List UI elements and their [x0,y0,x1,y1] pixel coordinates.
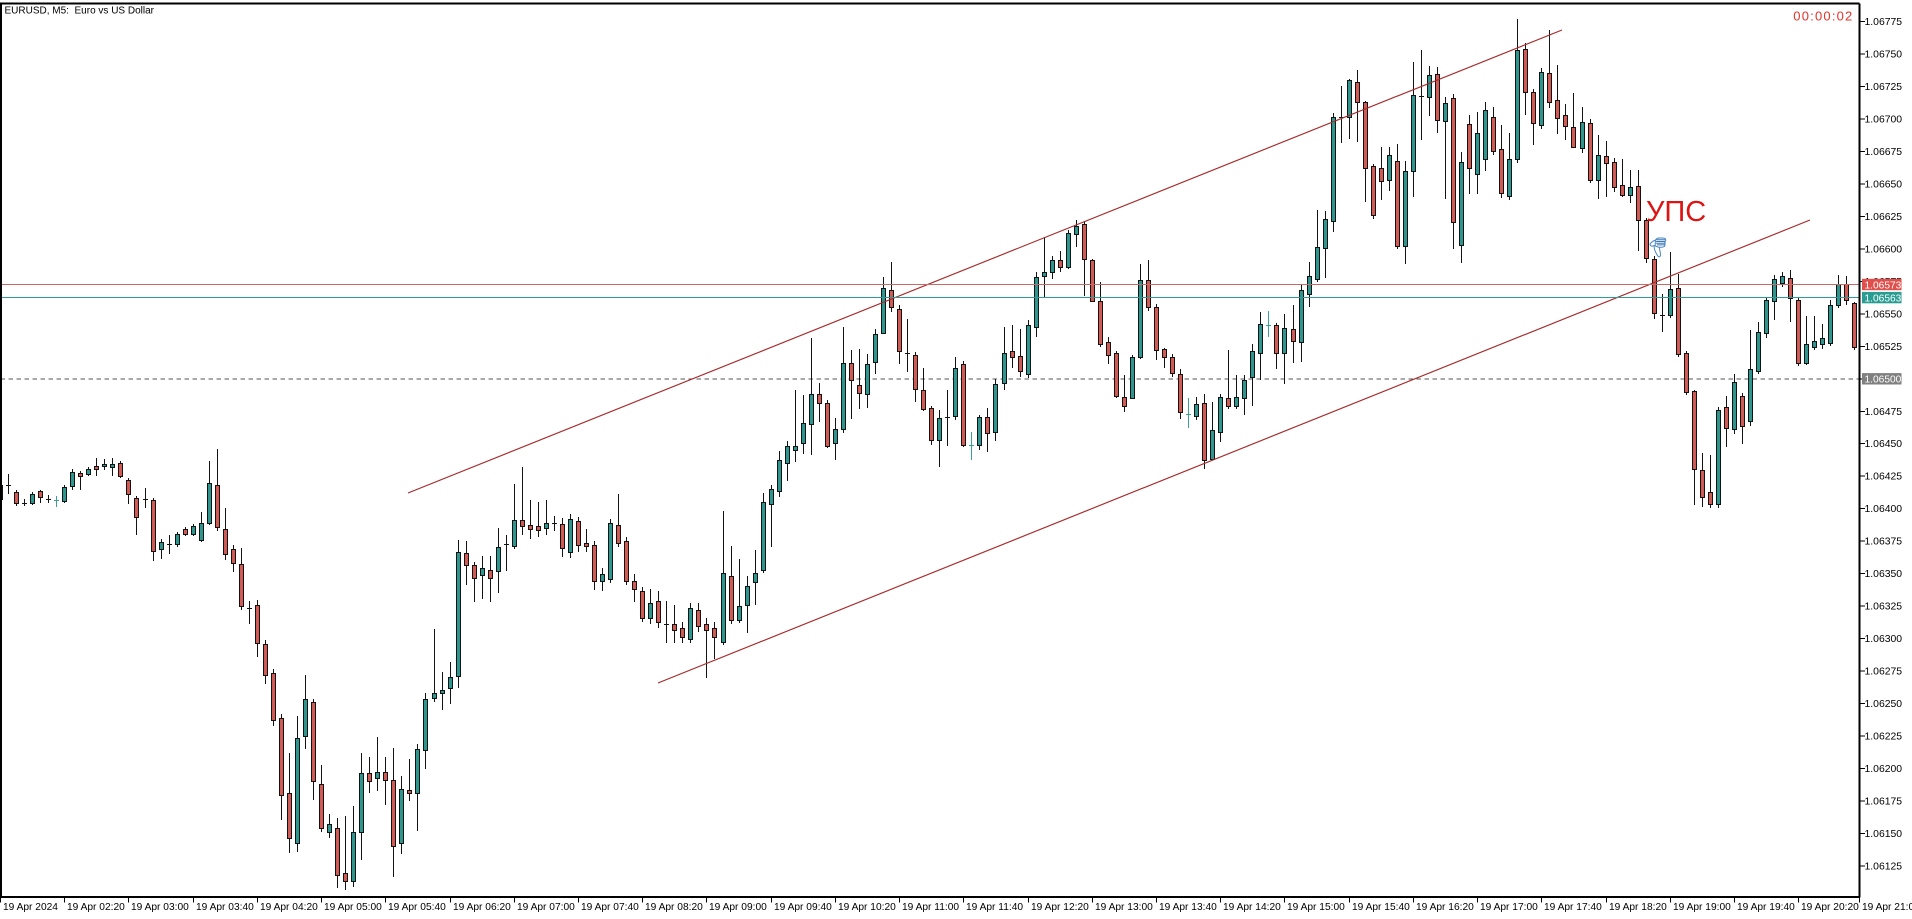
svg-text:1.06550: 1.06550 [1865,309,1903,320]
svg-text:19 Apr 11:40: 19 Apr 11:40 [966,902,1023,913]
svg-text:1.06175: 1.06175 [1865,797,1903,808]
svg-text:1.06275: 1.06275 [1865,667,1903,678]
svg-text:19 Apr 02:20: 19 Apr 02:20 [67,902,125,913]
svg-text:1.06750: 1.06750 [1865,50,1903,61]
svg-text:19 Apr 17:40: 19 Apr 17:40 [1544,902,1602,913]
svg-text:19 Apr 05:40: 19 Apr 05:40 [388,902,446,913]
svg-text:1.06725: 1.06725 [1865,82,1903,93]
svg-text:1.06300: 1.06300 [1865,634,1903,645]
svg-text:1.06525: 1.06525 [1865,342,1903,353]
svg-text:19 Apr 15:40: 19 Apr 15:40 [1352,902,1410,913]
svg-text:1.06700: 1.06700 [1865,114,1903,125]
svg-text:19 Apr 13:00: 19 Apr 13:00 [1095,902,1153,913]
svg-text:EURUSD, M5: Euro vs US Dollar: EURUSD, M5: Euro vs US Dollar [5,6,155,17]
svg-text:19 Apr 09:40: 19 Apr 09:40 [774,902,832,913]
svg-text:1.06573: 1.06573 [1865,280,1902,291]
svg-text:19 Apr 15:00: 19 Apr 15:00 [1287,902,1345,913]
svg-text:УПС: УПС [1646,196,1706,228]
svg-text:19 Apr 11:00: 19 Apr 11:00 [902,902,959,913]
svg-text:1.06150: 1.06150 [1865,829,1903,840]
svg-text:19 Apr 05:00: 19 Apr 05:00 [324,902,382,913]
svg-text:1.06500: 1.06500 [1865,375,1902,386]
svg-text:19 Apr 12:20: 19 Apr 12:20 [1031,902,1089,913]
svg-text:1.06325: 1.06325 [1865,602,1903,613]
svg-text:1.06200: 1.06200 [1865,764,1903,775]
svg-text:1.06475: 1.06475 [1865,407,1903,418]
svg-text:19 Apr 07:40: 19 Apr 07:40 [581,902,639,913]
svg-text:19 Apr 20:20: 19 Apr 20:20 [1801,902,1859,913]
svg-text:19 Apr 14:20: 19 Apr 14:20 [1223,902,1281,913]
svg-text:19 Apr 13:40: 19 Apr 13:40 [1159,902,1217,913]
svg-text:19 Apr 2024: 19 Apr 2024 [3,902,58,913]
svg-text:1.06225: 1.06225 [1865,732,1903,743]
svg-text:1.06563: 1.06563 [1865,293,1902,304]
svg-text:19 Apr 21:00: 19 Apr 21:00 [1862,902,1912,913]
svg-text:1.06775: 1.06775 [1865,17,1903,28]
svg-text:19 Apr 08:20: 19 Apr 08:20 [645,902,703,913]
svg-text:19 Apr 09:00: 19 Apr 09:00 [709,902,767,913]
svg-text:1.06650: 1.06650 [1865,179,1903,190]
svg-text:19 Apr 07:00: 19 Apr 07:00 [517,902,575,913]
svg-text:1.06425: 1.06425 [1865,472,1903,483]
svg-text:1.06675: 1.06675 [1865,147,1903,158]
svg-text:19 Apr 19:00: 19 Apr 19:00 [1673,902,1731,913]
svg-text:1.06625: 1.06625 [1865,212,1903,223]
svg-text:19 Apr 06:20: 19 Apr 06:20 [453,902,511,913]
svg-text:19 Apr 19:40: 19 Apr 19:40 [1737,902,1795,913]
svg-text:19 Apr 03:00: 19 Apr 03:00 [131,902,189,913]
svg-text:19 Apr 17:00: 19 Apr 17:00 [1480,902,1538,913]
svg-text:1.06350: 1.06350 [1865,569,1903,580]
svg-text:1.06450: 1.06450 [1865,439,1903,450]
svg-text:1.06400: 1.06400 [1865,504,1903,515]
svg-text:1.06600: 1.06600 [1865,244,1903,255]
svg-text:00:00:02: 00:00:02 [1793,9,1853,24]
svg-text:19 Apr 10:20: 19 Apr 10:20 [838,902,896,913]
svg-text:1.06125: 1.06125 [1865,862,1903,873]
svg-text:19 Apr 04:20: 19 Apr 04:20 [260,902,318,913]
svg-text:19 Apr 03:40: 19 Apr 03:40 [196,902,254,913]
svg-text:1.06375: 1.06375 [1865,537,1903,548]
svg-text:19 Apr 18:20: 19 Apr 18:20 [1609,902,1667,913]
svg-text:1.06250: 1.06250 [1865,699,1903,710]
svg-text:19 Apr 16:20: 19 Apr 16:20 [1416,902,1474,913]
